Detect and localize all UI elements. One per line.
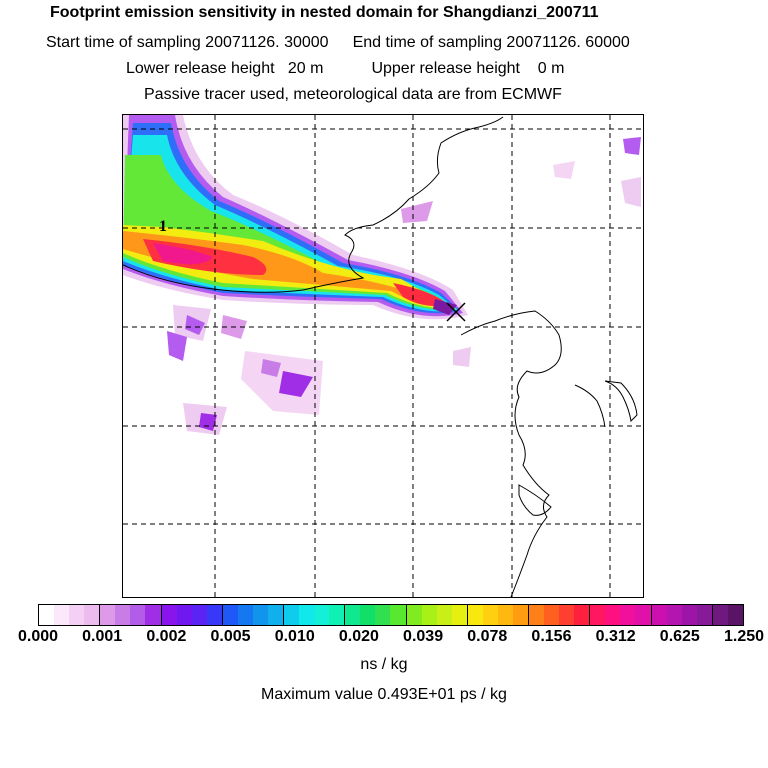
- coastline-east: [460, 310, 562, 597]
- colorbar-swatch: [314, 605, 330, 625]
- colorbar-tick-label: 0.000: [17, 628, 59, 645]
- colorbar-tick-label: 0.039: [403, 628, 444, 645]
- end-time-label: End time of sampling 20071126. 60000: [352, 34, 630, 51]
- colorbar-swatch: [237, 605, 253, 625]
- colorbar-swatch: [130, 605, 146, 625]
- sampling-times: Start time of sampling 20071126. 30000 En…: [46, 34, 768, 52]
- colorbar-swatch: [329, 605, 346, 625]
- colorbar-swatch: [651, 605, 667, 625]
- colorbar-swatch: [406, 605, 422, 625]
- sensitivity-plume: [123, 115, 468, 320]
- map-canvas: 1: [123, 115, 643, 597]
- patch-10: [401, 201, 433, 223]
- colorbar-swatch: [451, 605, 468, 625]
- colorbar-swatch: [191, 605, 207, 625]
- colorbar-swatch: [559, 605, 575, 625]
- footprint-map: 1: [122, 114, 644, 598]
- release-heights: Lower release height 20 m Upper release h…: [126, 60, 768, 78]
- scattered-patches: [167, 137, 641, 435]
- colorbar-swatch: [436, 605, 452, 625]
- peninsula: [518, 484, 552, 516]
- colorbar-swatch: [345, 605, 361, 625]
- lower-release-height: Lower release height 20 m: [126, 60, 324, 77]
- colorbar-swatch: [284, 605, 300, 625]
- colorbar-swatch: [222, 605, 238, 625]
- colorbar-swatch: [574, 605, 591, 625]
- colorbar-swatch: [544, 605, 560, 625]
- x-marker: [446, 302, 466, 322]
- colorbar-swatch: [176, 605, 192, 625]
- colorbar-swatch: [390, 605, 407, 625]
- patch-9: [199, 413, 217, 431]
- colorbar-swatch: [206, 605, 223, 625]
- plot-title: Footprint emission sensitivity in nested…: [50, 4, 599, 21]
- coastlines: [123, 116, 638, 597]
- colorbar-swatch: [512, 605, 529, 625]
- colorbar-tick-label: 0.010: [274, 628, 315, 645]
- colorbar-swatch: [39, 605, 55, 625]
- colorbar-swatch: [666, 605, 682, 625]
- model-note: Passive tracer used, meteorological data…: [144, 86, 562, 103]
- colorbar-swatch: [115, 605, 131, 625]
- map-grid: [123, 115, 643, 597]
- colorbar-swatch: [299, 605, 315, 625]
- colorbar-tick-label: 0.002: [146, 628, 187, 645]
- patch-4: [167, 331, 187, 361]
- max-value-label: Maximum value 0.493E+01 ps / kg: [261, 686, 507, 703]
- colorbar-swatch: [267, 605, 284, 625]
- coastline-main: [123, 116, 504, 293]
- colorbar: [38, 604, 744, 626]
- contour-label: 1: [159, 218, 167, 235]
- patch-13: [553, 161, 575, 179]
- colorbar-swatch: [482, 605, 498, 625]
- island-2: [574, 384, 606, 428]
- colorbar-tick-label: 0.001: [82, 628, 123, 645]
- colorbar-tick-label: 0.005: [210, 628, 251, 645]
- colorbar-tick-label: 0.312: [595, 628, 636, 645]
- patch-12: [621, 177, 641, 207]
- colorbar-swatch: [529, 605, 545, 625]
- colorbar-swatch: [161, 605, 177, 625]
- colorbar-swatch: [54, 605, 70, 625]
- colorbar-swatch: [145, 605, 162, 625]
- plume-core-magenta: [153, 243, 213, 265]
- colorbar-swatch: [590, 605, 606, 625]
- colorbar-swatch: [727, 605, 743, 625]
- colorbar-swatch: [421, 605, 437, 625]
- patch-2: [185, 315, 205, 335]
- colorbar-swatch: [69, 605, 85, 625]
- colorbar-swatch: [635, 605, 652, 625]
- colorbar-tick-label: 0.625: [659, 628, 700, 645]
- colorbar-swatch: [467, 605, 483, 625]
- colorbar-swatch: [252, 605, 268, 625]
- colorbar-swatch: [620, 605, 636, 625]
- start-time-label: Start time of sampling 20071126. 30000: [46, 34, 329, 51]
- colorbar-tick-label: 0.078: [467, 628, 508, 645]
- colorbar-tick-label: 0.156: [531, 628, 572, 645]
- patch-6: [261, 359, 281, 377]
- patch-14: [453, 347, 471, 367]
- units-label: ns / kg: [360, 656, 408, 673]
- colorbar-swatch: [360, 605, 376, 625]
- colorbar-swatch: [696, 605, 713, 625]
- island-1: [604, 380, 638, 423]
- colorbar-swatch: [681, 605, 697, 625]
- colorbar-swatch: [712, 605, 728, 625]
- patch-11: [623, 137, 641, 155]
- colorbar-tick-label: 0.020: [338, 628, 379, 645]
- colorbar-swatch: [84, 605, 101, 625]
- plume-core-east: [433, 299, 457, 315]
- colorbar-swatch: [100, 605, 116, 625]
- colorbar-tick-label: 1.250: [723, 628, 765, 645]
- colorbar-swatch: [497, 605, 513, 625]
- upper-release-height: Upper release height 0 m: [371, 60, 565, 77]
- colorbar-swatch: [605, 605, 621, 625]
- colorbar-swatch: [375, 605, 391, 625]
- patch-7: [279, 371, 313, 397]
